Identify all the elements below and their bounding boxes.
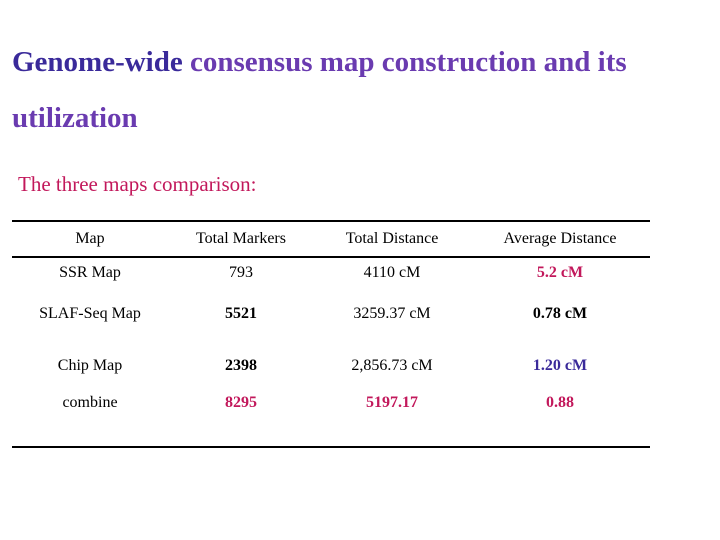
cell-map: combine [62, 394, 118, 411]
cell-average-distance: 5.2 cM [536, 264, 584, 281]
cell-map: Chip Map [57, 357, 123, 374]
cell-average-distance: 1.20 cM [532, 357, 588, 374]
header-average-distance: Average Distance [503, 230, 617, 247]
table-row: SLAF-Seq Map 5521 3259.37 cM 0.78 cM [12, 288, 650, 340]
cell-map: SLAF-Seq Map [39, 305, 141, 322]
comparison-table-container: Map Total Markers Total Distance Average… [12, 220, 650, 448]
table-caption: The three maps comparison: [18, 172, 257, 196]
comparison-table: Map Total Markers Total Distance Average… [12, 220, 650, 448]
cell-total-markers: 793 [229, 264, 253, 281]
cell-total-markers: 8295 [225, 394, 257, 411]
table-header-row: Map Total Markers Total Distance Average… [12, 221, 650, 257]
cell-total-distance: 5197.17 [366, 394, 418, 411]
table-row: SSR Map 793 4110 cM 5.2 cM [12, 257, 650, 288]
cell-map: SSR Map [59, 264, 121, 281]
table-row: Chip Map 2398 2,856.73 cM 1.20 cM [12, 340, 650, 392]
cell-total-markers: 2398 [225, 357, 257, 374]
cell-average-distance: 0.88 [546, 394, 574, 411]
header-map: Map [75, 230, 105, 247]
title-accent: Genome-wide [12, 46, 183, 78]
page-title: Genome-wide consensus map construction a… [12, 34, 712, 146]
cell-total-distance: 2,856.73 cM [351, 357, 433, 374]
table-row: combine 8295 5197.17 0.88 [12, 392, 650, 447]
cell-total-distance: 3259.37 cM [353, 305, 431, 322]
cell-total-markers: 5521 [225, 305, 257, 322]
cell-total-distance: 4110 cM [363, 264, 421, 281]
cell-average-distance: 0.78 cM [532, 305, 588, 322]
header-total-distance: Total Distance [345, 230, 439, 247]
title-rest: consensus map construction and its utili… [12, 46, 627, 134]
header-total-markers: Total Markers [196, 230, 286, 247]
